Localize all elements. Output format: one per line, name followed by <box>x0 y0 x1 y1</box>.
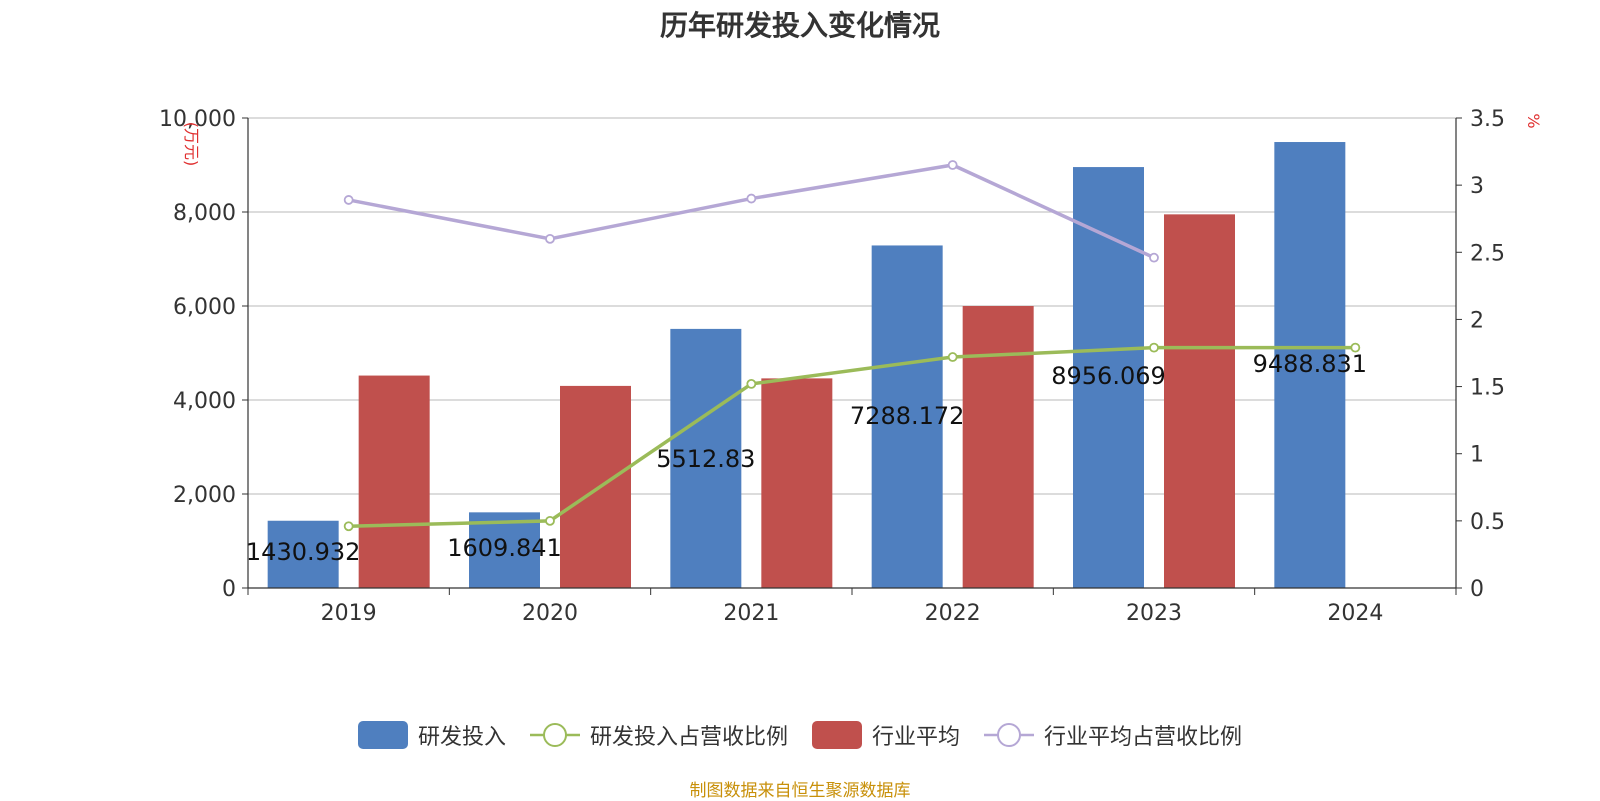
legend-item-industry-ratio[interactable]: 行业平均占营收比例 <box>984 719 1242 751</box>
bar-industry-2022 <box>962 306 1034 588</box>
right-tick-label: 1.5 <box>1470 376 1505 401</box>
x-tick-label: 2023 <box>1126 601 1182 626</box>
industry-ratio-point <box>1149 252 1159 263</box>
data-source: 制图数据来自恒生聚源数据库 <box>689 781 911 801</box>
bar-rd-label: 1609.841 <box>447 534 562 562</box>
legend-swatch-rd <box>357 721 408 749</box>
industry-ratio-point <box>746 193 757 204</box>
legend-marker <box>997 723 1022 747</box>
rd-ratio-line <box>348 345 1356 528</box>
legend-label-rd: 研发投入 <box>417 725 506 750</box>
legend-label-industry-ratio: 行业平均占营收比例 <box>1044 725 1243 750</box>
x-tick-label: 2022 <box>925 601 981 626</box>
bar-industry-2023 <box>1164 214 1235 588</box>
bar-industry-2021 <box>761 378 833 588</box>
legend-label-rd-ratio: 研发投入占营收比例 <box>589 725 788 750</box>
legend-swatch-rd-ratio <box>529 723 580 747</box>
x-tick-label: 2021 <box>723 601 779 626</box>
left-tick-label: 0 <box>222 577 236 602</box>
right-tick-label: 2.5 <box>1470 241 1505 266</box>
x-tick-label: 2020 <box>522 601 578 626</box>
industry-ratio-line <box>348 163 1155 260</box>
right-tick-label: 0.5 <box>1470 510 1505 535</box>
industry-ratio-point <box>545 233 555 244</box>
data-labels: 1430.932 1609.841 5512.83 7288.172 8956.069 9… <box>246 350 1367 566</box>
legend-swatch-industry <box>812 721 862 749</box>
bar-rd-label: 7288.172 <box>850 402 965 430</box>
bar-rd-label: 1430.932 <box>246 538 361 566</box>
rd-ratio-point <box>545 515 555 526</box>
axes: 0 2,000 4,000 6,000 8,000 10,000 0 0.5 1 1.5 2 2.5 3… <box>159 107 1543 626</box>
bar-rd-label: 8956.069 <box>1051 362 1166 390</box>
right-tick-label: 3 <box>1470 174 1484 199</box>
right-axis-unit: % <box>1524 113 1543 128</box>
left-tick-label: 4,000 <box>173 389 236 414</box>
bar-rd-2021 <box>670 328 742 588</box>
right-tick-label: 3.5 <box>1470 107 1505 132</box>
industry-ratio-point <box>343 195 354 205</box>
legend-item-rd-ratio[interactable]: 研发投入占营收比例 <box>529 719 788 751</box>
bar-rd-2020 <box>469 512 540 588</box>
line-marks <box>343 160 1361 532</box>
bar-rd-2019 <box>267 520 339 588</box>
bar-rd-2022 <box>871 245 943 588</box>
left-axis-unit: (万元) <box>182 122 201 167</box>
legend-label-industry: 行业平均 <box>872 725 961 750</box>
rd-ratio-point <box>746 378 757 389</box>
bar-rd-label: 5512.83 <box>656 445 755 473</box>
legend-marker <box>542 723 567 747</box>
rd-ratio-point <box>1350 342 1361 353</box>
legend-swatch-industry-ratio <box>984 723 1035 747</box>
rd-ratio-point <box>343 521 354 532</box>
right-tick-label: 0 <box>1470 577 1484 602</box>
legend: 研发投入 研发投入占营收比例 行业平均 行业平均占营收比例 <box>0 718 1600 752</box>
left-tick-label: 6,000 <box>173 295 236 320</box>
bar-rd-label: 9488.831 <box>1253 350 1368 378</box>
rd-ratio-point <box>1149 342 1159 353</box>
bar-industry-2019 <box>358 375 430 588</box>
legend-item-industry[interactable]: 行业平均 <box>812 719 960 751</box>
industry-ratio-point <box>947 160 958 170</box>
legend-item-rd[interactable]: 研发投入 <box>357 719 506 751</box>
right-tick-label: 1 <box>1470 443 1484 468</box>
left-tick-label: 8,000 <box>173 201 236 226</box>
bar-rd-2024 <box>1274 142 1346 588</box>
x-tick-label: 2024 <box>1327 601 1383 626</box>
bar-industry-2020 <box>560 385 631 588</box>
left-tick-label: 2,000 <box>173 483 236 508</box>
chart-title: 历年研发投入变化情况 <box>659 9 940 42</box>
left-tick-label: 10,000 <box>159 107 236 132</box>
rd-ratio-point <box>947 352 958 362</box>
right-tick-label: 2 <box>1470 308 1484 333</box>
grid-lines <box>248 117 1456 495</box>
bar-marks <box>267 142 1346 588</box>
x-tick-label: 2019 <box>321 601 377 626</box>
